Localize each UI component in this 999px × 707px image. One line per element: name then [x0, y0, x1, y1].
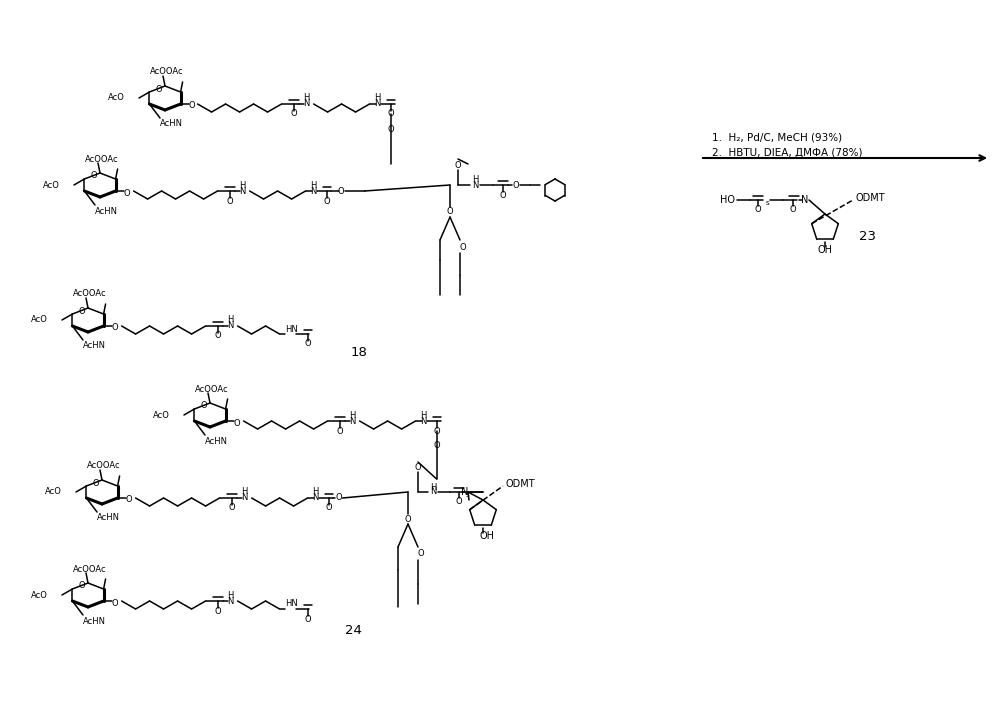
- Text: AcO: AcO: [108, 93, 125, 103]
- Text: AcHN: AcHN: [160, 119, 183, 129]
- Text: AcHN: AcHN: [95, 206, 118, 216]
- Text: O: O: [305, 339, 311, 349]
- Text: H: H: [242, 488, 248, 496]
- Text: O: O: [214, 607, 221, 616]
- Text: O: O: [234, 419, 240, 428]
- Text: O: O: [388, 110, 394, 119]
- Text: N: N: [228, 322, 234, 330]
- Text: O: O: [91, 172, 98, 180]
- Text: O: O: [336, 493, 342, 503]
- Text: s: s: [765, 200, 769, 206]
- Text: N: N: [242, 493, 248, 503]
- Text: O: O: [123, 189, 130, 197]
- Text: O: O: [227, 197, 233, 206]
- Text: H: H: [350, 411, 356, 419]
- Text: AcHN: AcHN: [97, 513, 120, 522]
- Text: O: O: [512, 180, 519, 189]
- Text: O: O: [93, 479, 100, 488]
- Text: O: O: [418, 549, 425, 559]
- Text: H: H: [240, 180, 246, 189]
- Text: H: H: [472, 175, 479, 185]
- Text: AcHN: AcHN: [83, 341, 106, 351]
- Text: H: H: [304, 93, 310, 103]
- Text: O: O: [79, 581, 86, 590]
- Text: N: N: [462, 487, 469, 497]
- Text: O: O: [188, 102, 195, 110]
- Text: O: O: [214, 332, 221, 341]
- Text: N: N: [801, 195, 808, 205]
- Text: AcO: AcO: [153, 411, 170, 419]
- Text: H: H: [430, 482, 437, 491]
- Text: O: O: [324, 197, 330, 206]
- Text: AcOOAc: AcOOAc: [85, 155, 119, 163]
- Text: N: N: [472, 180, 479, 189]
- Text: O: O: [455, 160, 462, 170]
- Text: O: O: [405, 515, 412, 523]
- Text: O: O: [789, 204, 796, 214]
- Text: OH: OH: [817, 245, 832, 255]
- Text: N: N: [228, 597, 234, 605]
- Text: N: N: [313, 493, 319, 503]
- Text: AcOOAc: AcOOAc: [195, 385, 229, 394]
- Text: N: N: [240, 187, 246, 196]
- Text: H: H: [375, 93, 381, 103]
- Text: O: O: [291, 110, 297, 119]
- Text: N: N: [430, 488, 437, 496]
- Text: 23: 23: [858, 230, 875, 243]
- Text: O: O: [125, 496, 132, 505]
- Text: O: O: [754, 204, 761, 214]
- Text: HN: HN: [286, 325, 299, 334]
- Text: AcOOAc: AcOOAc: [87, 462, 121, 470]
- Text: 18: 18: [351, 346, 367, 358]
- Text: O: O: [111, 324, 118, 332]
- Text: HN: HN: [286, 600, 299, 609]
- Text: O: O: [388, 124, 394, 134]
- Text: AcO: AcO: [43, 180, 60, 189]
- Text: O: O: [338, 187, 344, 196]
- Text: O: O: [111, 599, 118, 607]
- Text: O: O: [201, 402, 208, 411]
- Text: H: H: [228, 590, 234, 600]
- Text: AcOOAc: AcOOAc: [150, 67, 184, 76]
- Text: O: O: [447, 207, 454, 216]
- Text: O: O: [229, 503, 235, 513]
- Text: OH: OH: [480, 531, 495, 541]
- Text: AcO: AcO: [31, 315, 48, 325]
- Text: N: N: [304, 100, 310, 108]
- Text: HO: HO: [720, 195, 735, 205]
- Text: O: O: [415, 462, 422, 472]
- Text: O: O: [337, 426, 343, 436]
- Text: N: N: [375, 100, 381, 108]
- Text: O: O: [79, 307, 86, 315]
- Text: O: O: [305, 614, 311, 624]
- Text: ODMT: ODMT: [855, 193, 885, 203]
- Text: AcHN: AcHN: [205, 436, 228, 445]
- Text: AcOOAc: AcOOAc: [73, 564, 107, 573]
- Text: H: H: [313, 488, 319, 496]
- Text: H: H: [421, 411, 427, 419]
- Text: N: N: [311, 187, 317, 196]
- Text: O: O: [434, 441, 440, 450]
- Text: O: O: [500, 190, 506, 199]
- Text: N: N: [350, 416, 356, 426]
- Text: s: s: [466, 492, 469, 498]
- Text: O: O: [326, 503, 332, 513]
- Text: 1.  H₂, Pd/C, MeCH (93%): 1. H₂, Pd/C, MeCH (93%): [712, 133, 842, 143]
- Text: O: O: [156, 85, 163, 93]
- Text: H: H: [228, 315, 234, 325]
- Text: O: O: [434, 426, 440, 436]
- Text: O: O: [456, 496, 463, 506]
- Text: 2.  HBTU, DIEA, ДМФА (78%): 2. HBTU, DIEA, ДМФА (78%): [712, 148, 862, 158]
- Text: O: O: [460, 243, 467, 252]
- Text: 24: 24: [345, 624, 362, 638]
- Text: AcOOAc: AcOOAc: [73, 289, 107, 298]
- Text: AcO: AcO: [45, 488, 62, 496]
- Text: AcHN: AcHN: [83, 617, 106, 626]
- Text: ODMT: ODMT: [505, 479, 534, 489]
- Text: H: H: [311, 180, 317, 189]
- Text: AcO: AcO: [31, 590, 48, 600]
- Text: N: N: [421, 416, 427, 426]
